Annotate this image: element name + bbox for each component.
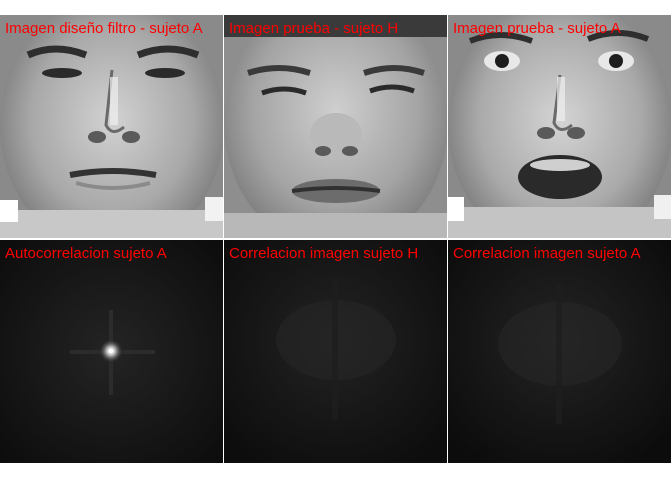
face-squint-image [224,15,447,238]
correlation-h-panel: Correlacion imagen sujeto H [224,240,447,463]
autocorrelation-a-label: Autocorrelacion sujeto A [5,245,167,262]
face-neutral-image [0,15,223,238]
correlation-h-label: Correlacion imagen sujeto H [229,245,419,262]
face-surprised-image [448,15,671,238]
test-image-a-panel: Imagen prueba - sujeto A [448,15,671,238]
correlation-a-label: Correlacion imagen sujeto A [453,245,641,262]
design-filter-label: Imagen diseño filtro - sujeto A [5,20,203,37]
correlation-plane-h [224,240,447,463]
test-image-a-label: Imagen prueba - sujeto A [453,20,621,37]
test-image-h-label: Imagen prueba - sujeto H [229,20,399,37]
autocorrelation-a-panel: Autocorrelacion sujeto A [0,240,223,463]
image-grid: Imagen diseño filtro - sujeto A [0,15,672,465]
test-image-h-panel: Imagen prueba - sujeto H [224,15,447,238]
correlation-plane-a [448,240,671,463]
autocorrelation-plane [0,240,223,463]
correlation-a-panel: Correlacion imagen sujeto A [448,240,671,463]
design-filter-image-panel: Imagen diseño filtro - sujeto A [0,15,223,238]
